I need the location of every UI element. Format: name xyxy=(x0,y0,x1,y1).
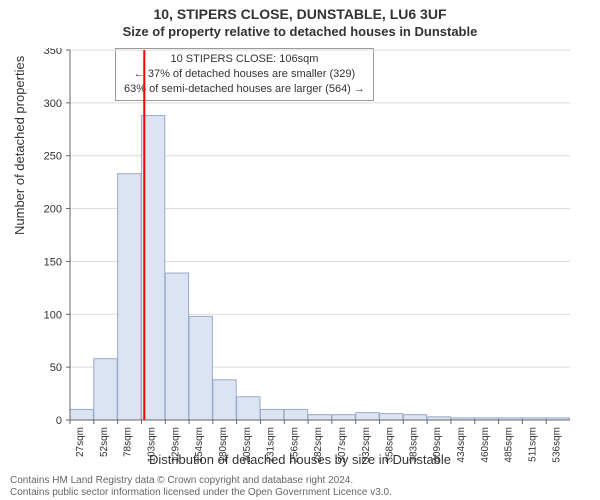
svg-text:150: 150 xyxy=(44,256,62,268)
svg-text:250: 250 xyxy=(44,151,62,163)
svg-text:50: 50 xyxy=(50,362,62,374)
svg-text:300: 300 xyxy=(44,98,62,110)
chart-svg: 05010015020025030035027sqm52sqm78sqm103s… xyxy=(35,48,575,463)
x-axis-label: Distribution of detached houses by size … xyxy=(0,452,600,467)
svg-text:350: 350 xyxy=(44,48,62,57)
footer-line2: Contains public sector information licen… xyxy=(10,486,590,499)
svg-text:0: 0 xyxy=(56,415,62,427)
chart-subtitle: Size of property relative to detached ho… xyxy=(0,24,600,39)
svg-text:200: 200 xyxy=(44,204,62,216)
svg-text:100: 100 xyxy=(44,309,62,321)
chart-title: 10, STIPERS CLOSE, DUNSTABLE, LU6 3UF xyxy=(0,6,600,22)
histogram-plot: 05010015020025030035027sqm52sqm78sqm103s… xyxy=(70,50,570,420)
y-axis-label: Number of detached properties xyxy=(12,56,27,235)
